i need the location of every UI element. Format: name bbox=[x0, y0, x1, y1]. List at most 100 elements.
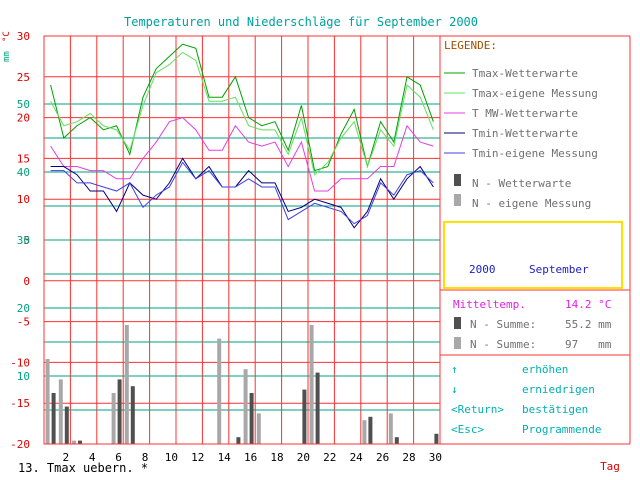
temperature-lines bbox=[50, 43, 434, 229]
x-tick-label: 12 bbox=[191, 451, 204, 464]
temp-tick-label: 20 bbox=[17, 112, 30, 125]
precip-tick-label: 50 bbox=[17, 98, 30, 111]
temp-tick-label: -15 bbox=[10, 397, 30, 410]
legend-label: N - eigene Messung bbox=[472, 197, 591, 210]
x-tick-label: 20 bbox=[297, 451, 310, 464]
x-tick-label: 26 bbox=[376, 451, 389, 464]
precip-bar bbox=[302, 389, 307, 444]
precip-bar bbox=[249, 393, 254, 444]
nav-down-action[interactable]: erniedrigen bbox=[522, 383, 595, 396]
precip-sum-station-value: 55.2 mm bbox=[565, 318, 612, 331]
temp-tick-label: 25 bbox=[17, 71, 30, 84]
temp-tick-label: 0 bbox=[23, 275, 30, 288]
precip-bar bbox=[45, 359, 50, 444]
period-box bbox=[443, 221, 623, 289]
precip-bar bbox=[434, 433, 439, 444]
mean-temp-label: Mitteltemp. bbox=[453, 298, 526, 311]
x-tick-label: 6 bbox=[115, 451, 122, 464]
precip-sum-station-label: N - Summe: bbox=[470, 318, 537, 331]
precip-tick-label: 40 bbox=[17, 166, 30, 179]
chart-title: Temperaturen und Niederschläge für Septe… bbox=[124, 15, 479, 29]
precip-sum-own-label: N - Summe: bbox=[470, 338, 537, 351]
nav-return-action[interactable]: bestätigen bbox=[522, 403, 589, 416]
series-line bbox=[50, 161, 434, 225]
x-tick-label: 22 bbox=[323, 451, 336, 464]
precip-bar bbox=[111, 393, 116, 444]
status-line: 13. Tmax uebern. * bbox=[18, 461, 149, 475]
temp-tick-label: -20 bbox=[10, 438, 30, 451]
series-line bbox=[50, 157, 434, 229]
x-tick-label: 16 bbox=[244, 451, 257, 464]
temp-tick-label: 5 bbox=[23, 234, 30, 247]
precip-bar bbox=[117, 379, 122, 444]
series-line bbox=[50, 51, 434, 176]
plot-frame bbox=[43, 35, 441, 445]
series-line bbox=[50, 43, 434, 172]
precip-bar bbox=[64, 406, 69, 444]
precip-tick-label: 30 bbox=[17, 234, 30, 247]
precip-bar bbox=[256, 413, 261, 444]
x-tick-label: 10 bbox=[165, 451, 178, 464]
precip-bar bbox=[368, 416, 373, 444]
legend: LEGENDE: Tmax-Wetterwarte Tmax-eigene Mess… bbox=[440, 35, 631, 445]
precip-tick-label: 20 bbox=[17, 302, 30, 315]
legend-swatch-bar bbox=[454, 194, 461, 206]
x-tick-label: 24 bbox=[350, 451, 364, 464]
temp-tick-label: -5 bbox=[17, 316, 30, 329]
x-tick-label: 28 bbox=[402, 451, 415, 464]
precip-bar bbox=[243, 369, 248, 444]
legend-heading: LEGENDE: bbox=[444, 39, 497, 52]
temp-tick-label: 10 bbox=[17, 193, 30, 206]
legend-label: T MW-Wetterwarte bbox=[472, 107, 578, 120]
legend-label: Tmin-Wetterwarte bbox=[472, 127, 578, 140]
nav-up-action[interactable]: erhöhen bbox=[522, 363, 569, 376]
chart-grid bbox=[44, 35, 441, 445]
nav-up-key[interactable]: ↑ bbox=[451, 363, 458, 376]
period-month: September bbox=[529, 263, 589, 276]
temp-tick-label: 30 bbox=[17, 30, 30, 43]
mean-temp-value: 14.2 °C bbox=[565, 298, 612, 311]
temp-tick-label: -10 bbox=[10, 356, 30, 369]
nav-down-key[interactable]: ↓ bbox=[451, 383, 458, 396]
period-year: 2000 bbox=[469, 263, 496, 276]
precip-bar bbox=[388, 413, 393, 444]
precip-bar bbox=[315, 372, 320, 444]
precip-tick-label: 10 bbox=[17, 370, 30, 383]
precip-bar bbox=[362, 420, 367, 444]
precip-bar bbox=[309, 325, 314, 444]
legend-label: Tmax-Wetterwarte bbox=[472, 67, 578, 80]
precip-bar bbox=[236, 437, 241, 444]
precip-sum-own-value: 97 mm bbox=[565, 338, 612, 351]
precip-bar bbox=[72, 440, 76, 444]
x-tick-label: 14 bbox=[218, 451, 232, 464]
sum-own-swatch bbox=[454, 337, 461, 349]
nav-esc-key[interactable]: <Esc> bbox=[451, 423, 485, 436]
sum-station-swatch bbox=[454, 317, 461, 329]
series-line bbox=[50, 117, 434, 192]
precip-bar bbox=[78, 440, 82, 444]
precip-bar bbox=[394, 437, 399, 444]
temp-axis-label: °C bbox=[2, 31, 12, 42]
x-axis-label: Tag bbox=[600, 460, 620, 473]
precip-axis-label: mm bbox=[2, 51, 12, 62]
precip-bar bbox=[217, 338, 222, 444]
precip-bar bbox=[51, 393, 56, 444]
x-tick-label: 30 bbox=[429, 451, 442, 464]
legend-swatch-bar bbox=[454, 174, 461, 186]
x-tick-label: 8 bbox=[142, 451, 149, 464]
x-tick-label: 4 bbox=[89, 451, 96, 464]
temp-tick-label: 15 bbox=[17, 152, 30, 165]
precip-bar bbox=[58, 379, 63, 444]
precip-bars bbox=[45, 325, 439, 444]
nav-esc-action[interactable]: Programmende bbox=[522, 423, 602, 436]
precip-bar bbox=[130, 386, 135, 444]
x-tick-label: 18 bbox=[270, 451, 283, 464]
x-tick-label: 2 bbox=[62, 451, 69, 464]
nav-return-key[interactable]: <Return> bbox=[451, 403, 504, 416]
precip-bar bbox=[124, 325, 129, 444]
legend-label: Tmax-eigene Messung bbox=[472, 87, 598, 100]
legend-label: Tmin-eigene Messung bbox=[472, 147, 598, 160]
legend-label: N - Wetterwarte bbox=[472, 177, 571, 190]
